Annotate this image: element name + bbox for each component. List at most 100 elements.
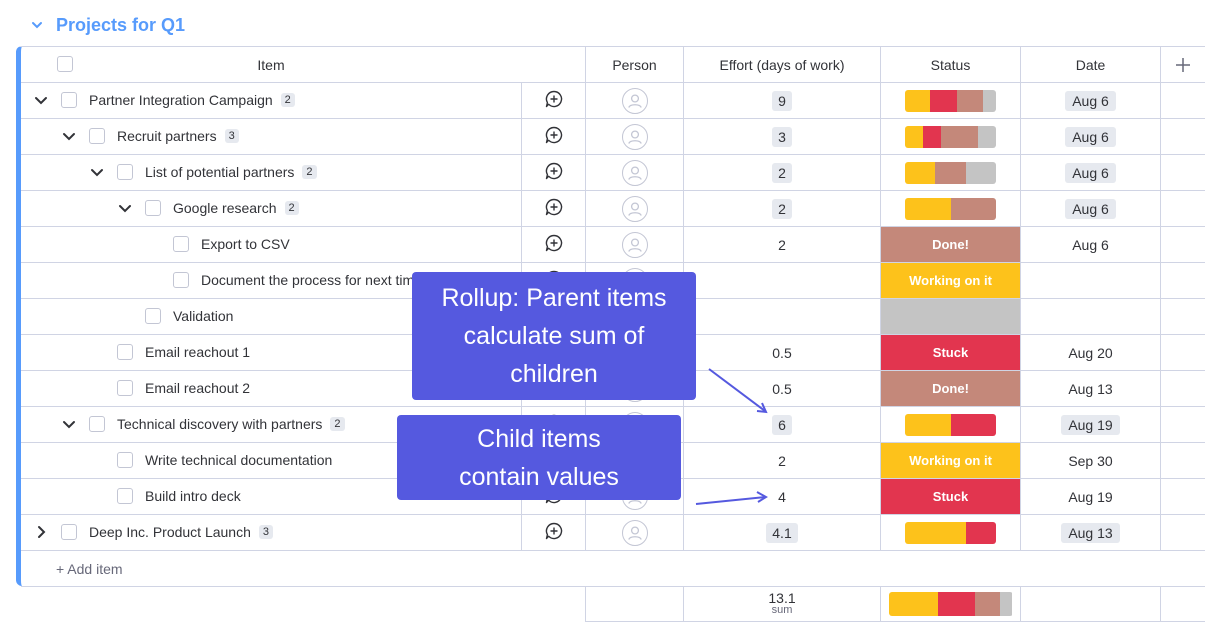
status-rollup-bar[interactable] xyxy=(905,521,996,544)
item-cell[interactable]: Deep Inc. Product Launch 3 xyxy=(21,515,521,550)
add-update-icon[interactable] xyxy=(544,89,564,112)
status-label[interactable] xyxy=(881,299,1020,334)
item-checkbox[interactable] xyxy=(61,92,77,108)
update-cell[interactable] xyxy=(521,83,586,118)
item-cell[interactable]: Document the process for next time xyxy=(21,263,521,298)
person-cell[interactable] xyxy=(586,83,684,118)
add-update-icon[interactable] xyxy=(544,125,564,148)
effort-cell[interactable]: 4.1 xyxy=(684,515,881,550)
item-cell[interactable]: Email reachout 2 xyxy=(21,371,521,406)
status-cell[interactable]: Stuck xyxy=(881,479,1021,514)
add-column-button[interactable] xyxy=(1161,47,1205,82)
item-name[interactable]: Document the process for next time xyxy=(201,272,422,288)
item-name[interactable]: Write technical documentation xyxy=(145,452,333,468)
add-item-button[interactable]: + Add item xyxy=(56,561,123,577)
item-cell[interactable]: Build intro deck xyxy=(21,479,521,514)
person-avatar-icon[interactable] xyxy=(621,231,648,258)
status-rollup-bar[interactable] xyxy=(905,161,996,184)
status-rollup-bar[interactable] xyxy=(905,197,996,220)
item-cell[interactable]: Write technical documentation xyxy=(21,443,521,478)
item-checkbox[interactable] xyxy=(173,272,189,288)
effort-cell[interactable]: 2 xyxy=(684,191,881,226)
group-title[interactable]: Projects for Q1 xyxy=(56,14,186,35)
add-update-icon[interactable] xyxy=(544,233,564,256)
effort-cell[interactable]: 3 xyxy=(684,119,881,154)
item-cell[interactable]: Email reachout 1 xyxy=(21,335,521,370)
person-avatar-icon[interactable] xyxy=(621,87,648,114)
item-checkbox[interactable] xyxy=(145,308,161,324)
status-cell[interactable] xyxy=(881,119,1021,154)
item-name[interactable]: Google research xyxy=(173,200,277,216)
item-cell[interactable]: List of potential partners 2 xyxy=(21,155,521,190)
chevron-down-icon[interactable] xyxy=(61,128,77,144)
item-cell[interactable]: Recruit partners 3 xyxy=(21,119,521,154)
item-checkbox[interactable] xyxy=(61,524,77,540)
chevron-down-icon[interactable] xyxy=(61,416,77,432)
status-label[interactable]: Working on it xyxy=(881,263,1020,298)
item-cell[interactable]: Partner Integration Campaign 2 xyxy=(21,83,521,118)
effort-cell[interactable]: 2 xyxy=(684,227,881,262)
item-name[interactable]: Export to CSV xyxy=(201,236,290,252)
effort-cell[interactable]: 4 xyxy=(684,479,881,514)
date-cell[interactable]: Aug 13 xyxy=(1021,371,1161,406)
item-name[interactable]: Email reachout 2 xyxy=(145,380,251,396)
effort-cell[interactable]: 2 xyxy=(684,443,881,478)
item-checkbox[interactable] xyxy=(117,164,133,180)
update-cell[interactable] xyxy=(521,515,586,550)
person-cell[interactable] xyxy=(586,191,684,226)
effort-cell[interactable]: 6 xyxy=(684,407,881,442)
add-update-icon[interactable] xyxy=(544,161,564,184)
date-cell[interactable]: Aug 13 xyxy=(1021,515,1161,550)
date-cell[interactable]: Aug 6 xyxy=(1021,227,1161,262)
chevron-down-icon[interactable] xyxy=(89,164,105,180)
person-column-header[interactable]: Person xyxy=(586,47,684,82)
chevron-down-icon[interactable] xyxy=(117,200,133,216)
date-cell[interactable] xyxy=(1021,263,1161,298)
status-label[interactable]: Working on it xyxy=(881,443,1020,478)
status-label[interactable]: Stuck xyxy=(881,335,1020,370)
item-name[interactable]: Validation xyxy=(173,308,234,324)
person-cell[interactable] xyxy=(586,515,684,550)
chevron-right-icon[interactable] xyxy=(33,524,49,540)
update-cell[interactable] xyxy=(521,191,586,226)
effort-cell[interactable]: 2 xyxy=(684,155,881,190)
date-cell[interactable] xyxy=(1021,299,1161,334)
status-cell[interactable]: Done! xyxy=(881,371,1021,406)
person-cell[interactable] xyxy=(586,227,684,262)
item-checkbox[interactable] xyxy=(89,416,105,432)
item-checkbox[interactable] xyxy=(117,452,133,468)
date-cell[interactable]: Aug 20 xyxy=(1021,335,1161,370)
effort-cell[interactable] xyxy=(684,299,881,334)
item-checkbox[interactable] xyxy=(117,488,133,504)
chevron-down-icon[interactable] xyxy=(28,16,46,34)
status-cell[interactable] xyxy=(881,299,1021,334)
item-name[interactable]: Recruit partners xyxy=(117,128,217,144)
status-cell[interactable]: Working on it xyxy=(881,263,1021,298)
item-name[interactable]: Email reachout 1 xyxy=(145,344,251,360)
date-cell[interactable]: Aug 6 xyxy=(1021,119,1161,154)
date-cell[interactable]: Aug 19 xyxy=(1021,407,1161,442)
status-rollup-bar[interactable] xyxy=(905,413,996,436)
person-avatar-icon[interactable] xyxy=(621,159,648,186)
item-checkbox[interactable] xyxy=(145,200,161,216)
status-cell[interactable] xyxy=(881,155,1021,190)
item-name[interactable]: Partner Integration Campaign xyxy=(89,92,273,108)
item-cell[interactable]: Google research 2 xyxy=(21,191,521,226)
chevron-down-icon[interactable] xyxy=(33,92,49,108)
person-avatar-icon[interactable] xyxy=(621,123,648,150)
person-cell[interactable] xyxy=(586,155,684,190)
status-cell[interactable] xyxy=(881,515,1021,550)
select-all-checkbox[interactable] xyxy=(57,56,73,72)
person-avatar-icon[interactable] xyxy=(621,519,648,546)
status-cell[interactable] xyxy=(881,407,1021,442)
add-item-row[interactable]: + Add item xyxy=(21,551,1205,587)
status-label[interactable]: Done! xyxy=(881,227,1020,262)
date-cell[interactable]: Aug 6 xyxy=(1021,191,1161,226)
date-cell[interactable]: Aug 19 xyxy=(1021,479,1161,514)
item-cell[interactable]: Technical discovery with partners 2 xyxy=(21,407,521,442)
date-cell[interactable]: Aug 6 xyxy=(1021,83,1161,118)
group-header[interactable]: Projects for Q1 xyxy=(28,10,185,40)
item-checkbox[interactable] xyxy=(117,344,133,360)
date-column-header[interactable]: Date xyxy=(1021,47,1161,82)
effort-cell[interactable]: 9 xyxy=(684,83,881,118)
